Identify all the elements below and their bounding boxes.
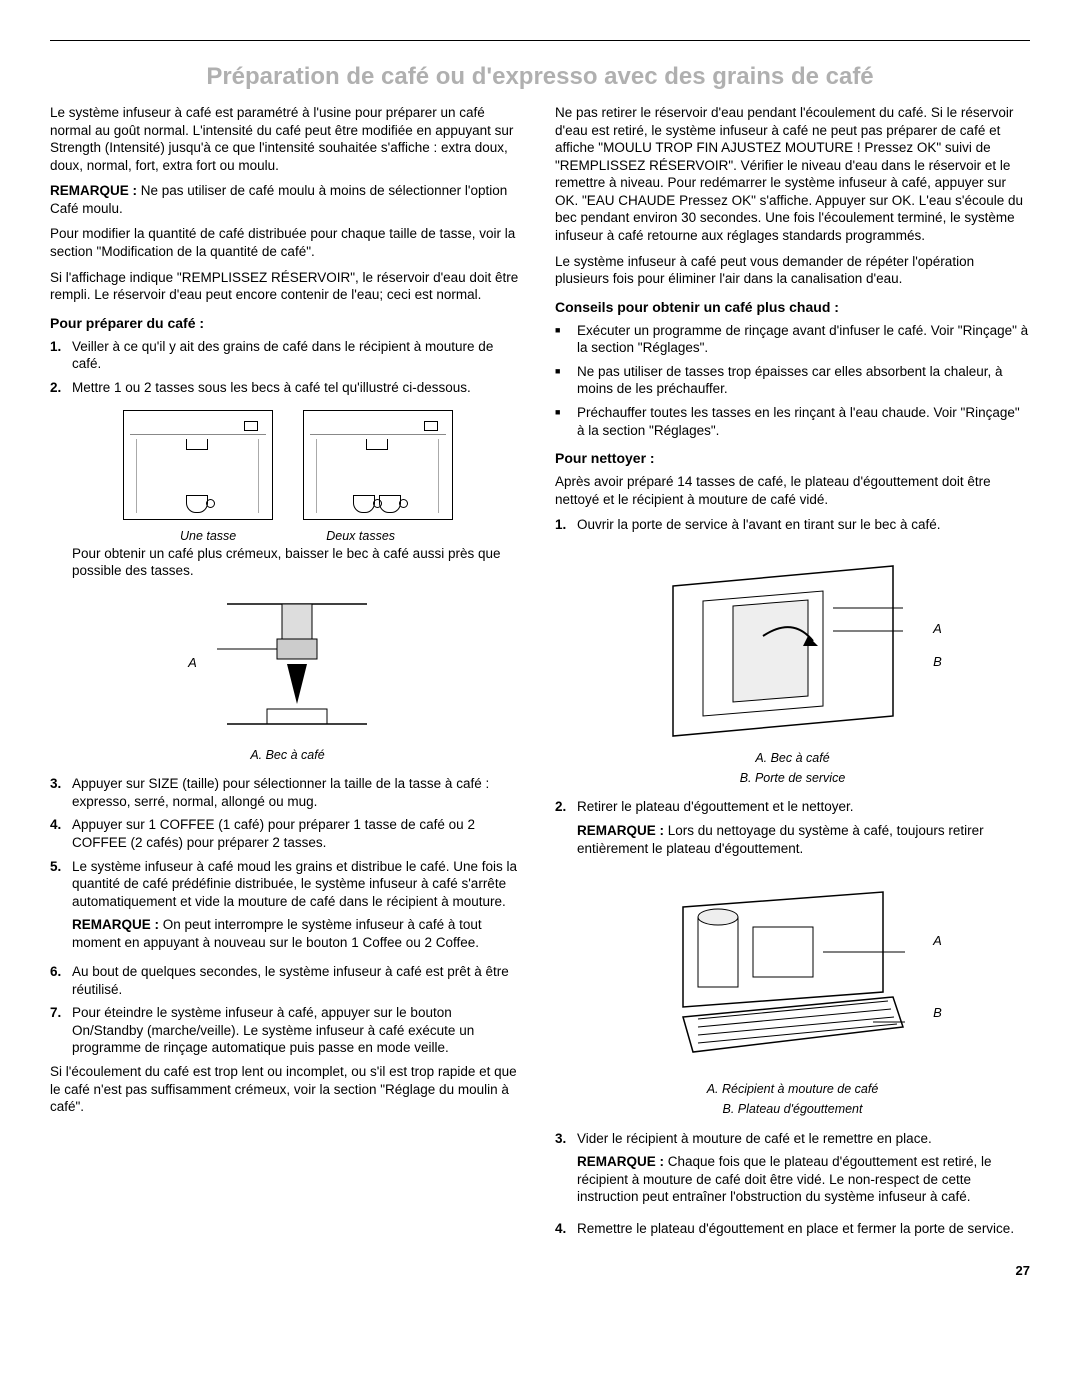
figure-cups xyxy=(50,410,525,520)
caption-two-cups: Deux tasses xyxy=(326,528,395,544)
clean-steps-2: 2. Retirer le plateau d'égouttement et l… xyxy=(555,798,1030,865)
tray-cap-b: B. Plateau d'égouttement xyxy=(555,1101,1030,1117)
step-2: 2.Mettre 1 ou 2 tasses sous les becs à c… xyxy=(50,379,525,397)
note-moulu: REMARQUE : Ne pas utiliser de café moulu… xyxy=(50,182,525,217)
step-1: 1.Veiller à ce qu'il y ait des grains de… xyxy=(50,338,525,373)
tray-cap-a: A. Récipient à mouture de café xyxy=(555,1081,1030,1097)
spout-label-a: A xyxy=(188,655,197,672)
figure-door: A B A. Bec à café B. Porte de service xyxy=(555,546,1030,787)
door-cap-a: A. Bec à café xyxy=(555,750,1030,766)
prepare-steps-cont: 3.Appuyer sur SIZE (taille) pour sélecti… xyxy=(50,775,525,1057)
right-p1: Ne pas retirer le réservoir d'eau pendan… xyxy=(555,104,1030,244)
step-5: 5. Le système infuseur à café moud les g… xyxy=(50,858,525,958)
spout-svg xyxy=(207,594,387,734)
remarque-label: REMARQUE : xyxy=(50,183,137,198)
page-number: 27 xyxy=(50,1263,1030,1280)
caption-one-cup: Une tasse xyxy=(180,528,236,544)
intro-p1: Le système infuseur à café est paramétré… xyxy=(50,104,525,174)
figure-cups-captions: Une tasse Deux tasses xyxy=(50,524,525,544)
step-3: 3.Appuyer sur SIZE (taille) pour sélecti… xyxy=(50,775,525,810)
clean-steps-3: 3. Vider le récipient à mouture de café … xyxy=(555,1130,1030,1238)
heading-preparer: Pour préparer du café : xyxy=(50,314,525,332)
clean-2: 2. Retirer le plateau d'égouttement et l… xyxy=(555,798,1030,865)
spout-caption: A. Bec à café xyxy=(50,746,525,764)
left-column: Le système infuseur à café est paramétré… xyxy=(50,104,525,1243)
figure-spout: A xyxy=(50,594,525,734)
door-cap-b: B. Porte de service xyxy=(555,770,1030,786)
heading-clean: Pour nettoyer : xyxy=(555,449,1030,467)
intro-p3: Si l'affichage indique "REMPLISSEZ RÉSER… xyxy=(50,269,525,304)
figure-tray: A B A. Récipient à mouture de café B. Pl… xyxy=(555,877,1030,1118)
step-5-note: REMARQUE : On peut interrompre le systèm… xyxy=(72,916,525,951)
heading-tips: Conseils pour obtenir un café plus chaud… xyxy=(555,298,1030,316)
intro-p2: Pour modifier la quantité de café distri… xyxy=(50,225,525,260)
fig-one-cup xyxy=(123,410,273,520)
clean-3: 3. Vider le récipient à mouture de café … xyxy=(555,1130,1030,1214)
tray-label-a: A xyxy=(933,933,942,950)
top-rule xyxy=(50,40,1030,41)
prepare-steps: 1.Veiller à ce qu'il y ait des grains de… xyxy=(50,338,525,397)
right-p2: Le système infuseur à café peut vous dem… xyxy=(555,253,1030,288)
tip-1: Exécuter un programme de rinçage avant d… xyxy=(555,322,1030,357)
tray-svg xyxy=(643,877,923,1077)
tip-2: Ne pas utiliser de tasses trop épaisses … xyxy=(555,363,1030,398)
step-7: 7.Pour éteindre le système infuseur à ca… xyxy=(50,1004,525,1057)
step-4: 4.Appuyer sur 1 COFFEE (1 café) pour pré… xyxy=(50,816,525,851)
tip-3: Préchauffer toutes les tasses en les rin… xyxy=(555,404,1030,439)
clean-3-note: REMARQUE : Chaque fois que le plateau d'… xyxy=(577,1153,1030,1206)
columns: Le système infuseur à café est paramétré… xyxy=(50,104,1030,1243)
left-end: Si l'écoulement du café est trop lent ou… xyxy=(50,1063,525,1116)
door-label-b: B xyxy=(933,654,942,671)
tray-label-b: B xyxy=(933,1005,942,1022)
tips-list: Exécuter un programme de rinçage avant d… xyxy=(555,322,1030,439)
clean-2-note: REMARQUE : Lors du nettoyage du système … xyxy=(577,822,1030,857)
door-label-a: A xyxy=(933,621,942,638)
page-title: Préparation de café ou d'expresso avec d… xyxy=(50,61,1030,92)
clean-1: 1.Ouvrir la porte de service à l'avant e… xyxy=(555,516,1030,534)
door-svg xyxy=(643,546,923,746)
clean-4: 4.Remettre le plateau d'égouttement en p… xyxy=(555,1220,1030,1238)
clean-intro: Après avoir préparé 14 tasses de café, l… xyxy=(555,473,1030,508)
cream-tip: Pour obtenir un café plus crémeux, baiss… xyxy=(72,545,525,580)
fig-two-cups xyxy=(303,410,453,520)
right-column: Ne pas retirer le réservoir d'eau pendan… xyxy=(555,104,1030,1243)
clean-steps: 1.Ouvrir la porte de service à l'avant e… xyxy=(555,516,1030,534)
step-6: 6.Au bout de quelques secondes, le systè… xyxy=(50,963,525,998)
